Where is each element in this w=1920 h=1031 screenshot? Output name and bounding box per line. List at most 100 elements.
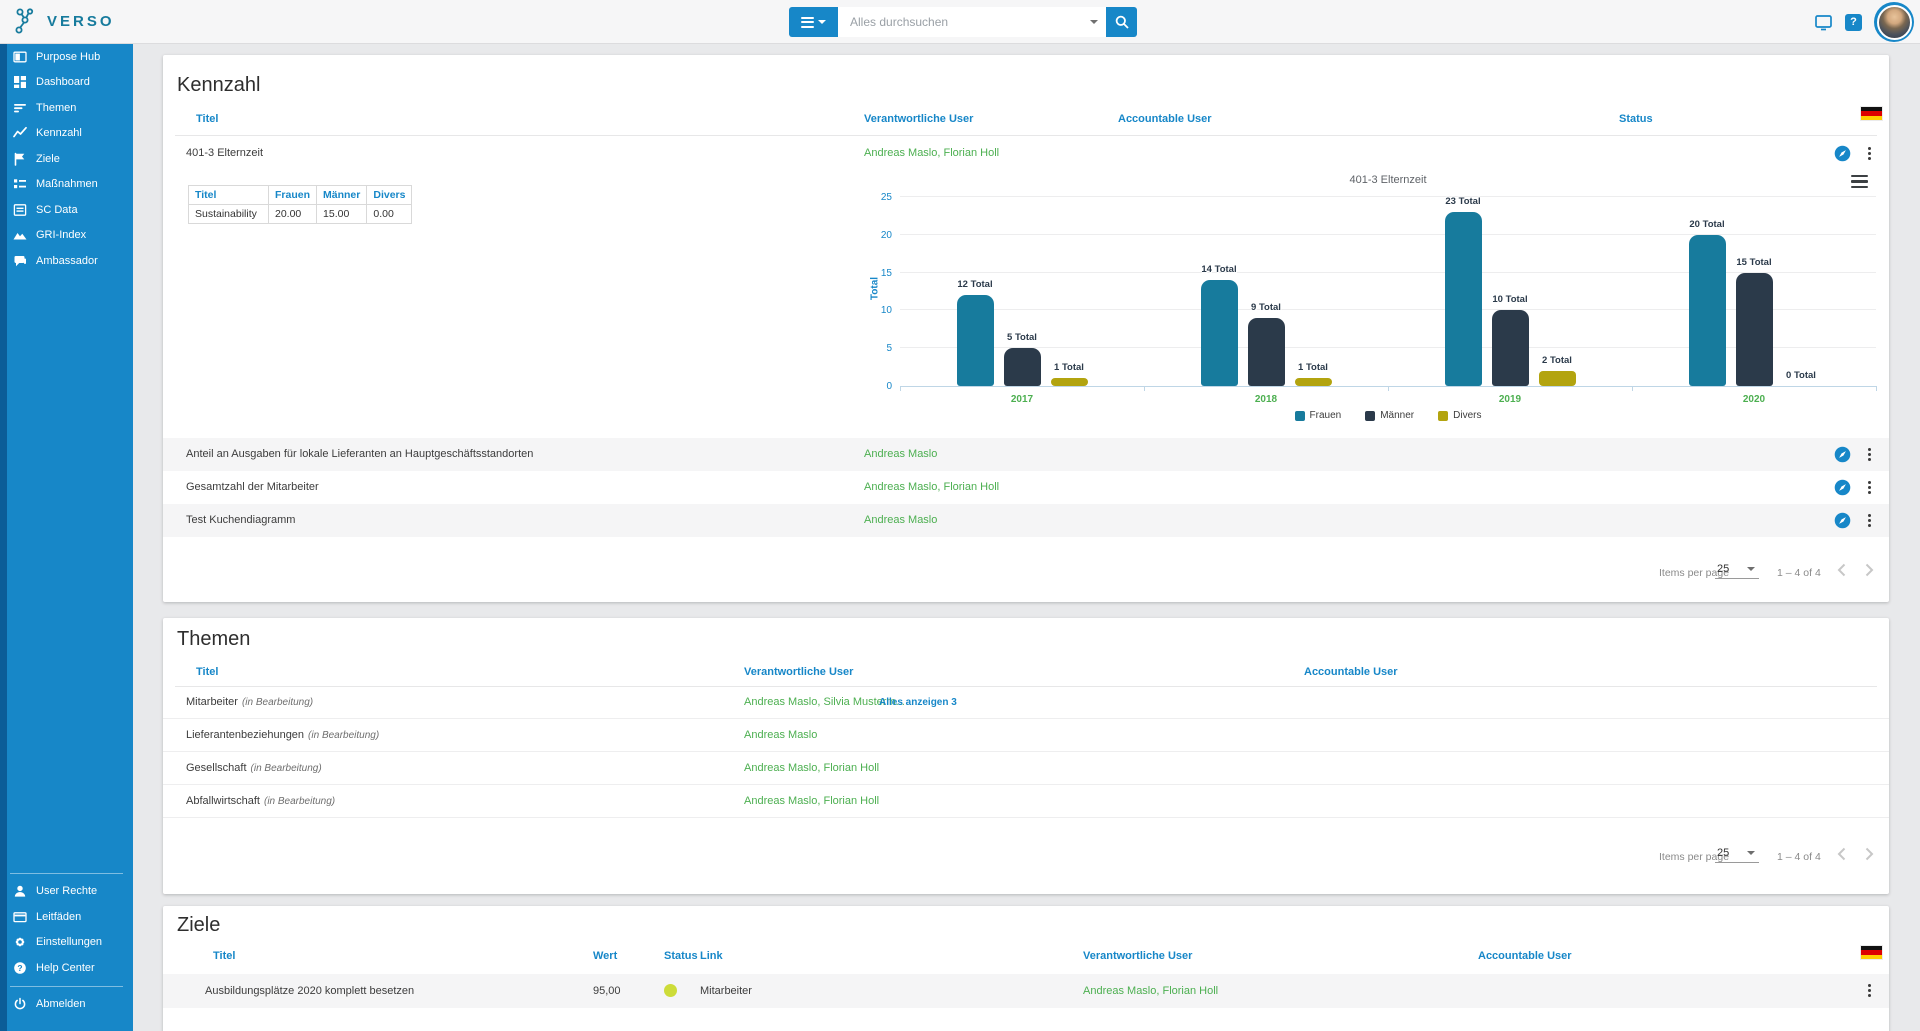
status-indicator: [664, 984, 677, 997]
section-title-themen: Themen: [177, 628, 251, 650]
legend-item[interactable]: Männer: [1365, 410, 1414, 421]
chart-menu-button[interactable]: [1851, 175, 1868, 188]
sidebar-label: Help Center: [36, 961, 95, 974]
sidebar-label: Abmelden: [36, 998, 86, 1011]
row-responsible-users: Andreas Maslo: [864, 514, 938, 526]
page-range-label: 1 – 4 of 4: [1777, 567, 1821, 579]
page-size-value: 25: [1717, 847, 1730, 859]
sidebar-item-themen[interactable]: Themen: [0, 95, 133, 121]
sidebar-item-sc-data[interactable]: SC Data: [0, 197, 133, 223]
row-menu-button[interactable]: [1861, 982, 1877, 999]
sidebar-item-abmelden[interactable]: Abmelden: [0, 992, 133, 1018]
column-header-status[interactable]: Status: [1619, 113, 1653, 125]
detail-cell: Sustainability: [188, 204, 269, 224]
sidebar-divider: [10, 872, 123, 874]
column-header-accountable-user[interactable]: Accountable User: [1478, 950, 1572, 962]
chart-title: 401-3 Elternzeit: [1349, 174, 1427, 186]
search-bar: [789, 7, 1137, 37]
row-menu-button[interactable]: [1861, 446, 1877, 463]
column-header-titel[interactable]: Titel: [196, 666, 219, 678]
row-title: 401-3 Elternzeit: [186, 147, 264, 159]
sidebar-label: Maßnahmen: [36, 178, 98, 191]
divider: [175, 135, 1877, 136]
sidebar-item-dashboard[interactable]: Dashboard: [0, 70, 133, 96]
explore-button[interactable]: [1834, 145, 1851, 162]
column-header-verantwortliche-user[interactable]: Verantwortliche User: [864, 113, 974, 125]
column-header-wert[interactable]: Wert: [593, 950, 618, 962]
row-menu-button[interactable]: [1861, 145, 1877, 162]
list-icon: [14, 179, 26, 189]
table-row[interactable]: Gesamtzahl der Mitarbeiter Andreas Maslo…: [163, 471, 1889, 504]
bar: [1491, 310, 1529, 386]
help-icon[interactable]: ?: [1845, 13, 1862, 31]
sidebar-item-ambassador[interactable]: Ambassador: [0, 248, 133, 274]
column-header-status[interactable]: Status: [664, 950, 698, 962]
sidebar-label: Purpose Hub: [36, 50, 101, 63]
prev-page-button[interactable]: [1831, 560, 1851, 580]
row-menu-button[interactable]: [1861, 512, 1877, 529]
column-header-accountable-user[interactable]: Accountable User: [1118, 113, 1212, 125]
column-header-accountable-user[interactable]: Accountable User: [1304, 666, 1398, 678]
sidebar-label: Dashboard: [36, 76, 90, 89]
molecule-logo-icon: [15, 8, 34, 34]
prev-page-button[interactable]: [1831, 844, 1851, 864]
column-header-titel[interactable]: Titel: [196, 113, 219, 125]
y-axis-tick: 5: [886, 343, 892, 355]
user-avatar[interactable]: [1874, 2, 1914, 42]
row-responsible-users: Andreas Maslo, Florian Holl: [864, 147, 1000, 159]
verso-logo[interactable]: VERSO: [12, 7, 115, 35]
page-size-select[interactable]: 25: [1715, 847, 1759, 863]
monitor-icon[interactable]: [1814, 13, 1833, 32]
bar-value-label: 5 Total: [1007, 332, 1037, 344]
sidebar-item-kennzahl[interactable]: Kennzahl: [0, 121, 133, 147]
table-row[interactable]: Mitarbeiter (in Bearbeitung) Andreas Masl…: [163, 686, 1889, 719]
explore-button[interactable]: [1834, 479, 1851, 496]
sidebar-item-massnahmen[interactable]: Maßnahmen: [0, 172, 133, 198]
next-page-button[interactable]: [1859, 844, 1879, 864]
compass-icon: [1834, 479, 1851, 496]
language-flag-german[interactable]: [1861, 107, 1882, 120]
column-header-titel[interactable]: Titel: [213, 950, 236, 962]
legend-item[interactable]: Frauen: [1294, 410, 1341, 421]
legend-item[interactable]: Divers: [1438, 410, 1481, 421]
language-flag-german[interactable]: [1861, 946, 1882, 959]
bar: [1538, 370, 1576, 386]
table-row[interactable]: Abfallwirtschaft (in Bearbeitung) Andreas…: [163, 785, 1889, 818]
table-row[interactable]: Lieferantenbeziehungen (in Bearbeitung) A…: [163, 719, 1889, 752]
sidebar-item-leitfaeden[interactable]: Leitfäden: [0, 904, 133, 930]
sidebar-item-purpose-hub[interactable]: Purpose Hub: [0, 44, 133, 70]
column-header-verantwortliche-user[interactable]: Verantwortliche User: [1083, 950, 1193, 962]
next-page-button[interactable]: [1859, 560, 1879, 580]
sidebar-item-einstellungen[interactable]: Einstellungen: [0, 930, 133, 956]
table-row[interactable]: Ausbildungsplätze 2020 komplett besetzen…: [163, 974, 1889, 1008]
sidebar-item-help-center[interactable]: ? Help Center: [0, 955, 133, 981]
table-row[interactable]: Anteil an Ausgaben für lokale Lieferante…: [163, 438, 1889, 471]
column-header-verantwortliche-user[interactable]: Verantwortliche User: [744, 666, 854, 678]
sidebar-item-ziele[interactable]: Ziele: [0, 146, 133, 172]
column-header-link[interactable]: Link: [700, 950, 723, 962]
table-row[interactable]: Test Kuchendiagramm Andreas Maslo: [163, 504, 1889, 537]
y-axis-tick: 20: [880, 229, 892, 241]
search-dropdown-caret-icon[interactable]: [1090, 20, 1098, 24]
page-size-select[interactable]: 25: [1715, 563, 1759, 579]
search-scope-button[interactable]: [789, 7, 838, 37]
table-row[interactable]: 401-3 Elternzeit Andreas Maslo, Florian …: [163, 135, 1889, 172]
row-link[interactable]: Mitarbeiter: [700, 985, 752, 997]
table-row[interactable]: Gesellschaft (in Bearbeitung) Andreas Mas…: [163, 752, 1889, 785]
legend-swatch: [1438, 410, 1449, 421]
search-button[interactable]: [1106, 7, 1137, 37]
explore-button[interactable]: [1834, 446, 1851, 463]
sidebar-label: Ziele: [36, 152, 60, 165]
sidebar-item-user-rechte[interactable]: User Rechte: [0, 879, 133, 905]
row-responsible-users: Andreas Maslo, Florian Holl: [744, 762, 880, 774]
detail-header: Titel: [188, 185, 269, 205]
sidebar-item-gri-index[interactable]: GRI-Index: [0, 223, 133, 249]
search-input[interactable]: [838, 7, 1106, 37]
page-size-value: 25: [1717, 563, 1730, 575]
legend-label: Divers: [1453, 410, 1482, 421]
explore-button[interactable]: [1834, 512, 1851, 529]
sidebar-label: Themen: [36, 101, 77, 114]
y-axis-tick: 10: [880, 305, 892, 317]
row-menu-button[interactable]: [1861, 479, 1877, 496]
show-all-link[interactable]: Alles anzeigen 3: [879, 697, 957, 708]
